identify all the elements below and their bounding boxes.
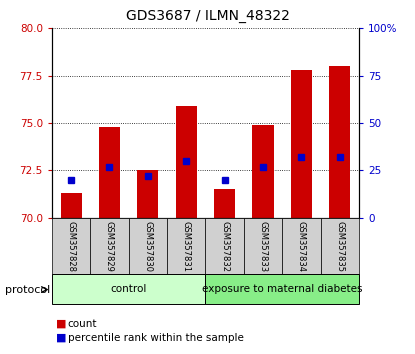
Text: GSM357829: GSM357829 [105,221,114,272]
Bar [52,274,205,304]
Bar [252,125,273,218]
Text: GSM357833: GSM357833 [259,221,268,272]
Text: GDS3687 / ILMN_48322: GDS3687 / ILMN_48322 [126,9,289,23]
Bar [167,218,205,274]
Bar [129,218,167,274]
Text: control: control [110,284,147,295]
Text: protocol: protocol [5,285,50,295]
Bar [214,189,235,218]
Text: GSM357830: GSM357830 [143,221,152,272]
Text: exposure to maternal diabetes: exposure to maternal diabetes [202,284,362,295]
Text: GSM357831: GSM357831 [182,221,191,272]
Bar [205,218,244,274]
Text: ■: ■ [56,319,66,329]
Bar [244,218,282,274]
Text: GSM357832: GSM357832 [220,221,229,272]
Text: ■: ■ [56,333,66,343]
Text: count: count [68,319,97,329]
Text: GSM357834: GSM357834 [297,221,306,272]
Bar [205,274,359,304]
Bar [320,218,359,274]
Text: GSM357835: GSM357835 [335,221,344,272]
Bar [282,218,320,274]
Bar [52,218,90,274]
Bar [176,106,197,218]
Bar [99,127,120,218]
Bar [137,170,159,218]
Text: GSM357828: GSM357828 [66,221,76,272]
Text: percentile rank within the sample: percentile rank within the sample [68,333,244,343]
Bar [90,218,129,274]
Bar [61,193,82,218]
Bar [329,66,350,218]
Bar [291,70,312,218]
